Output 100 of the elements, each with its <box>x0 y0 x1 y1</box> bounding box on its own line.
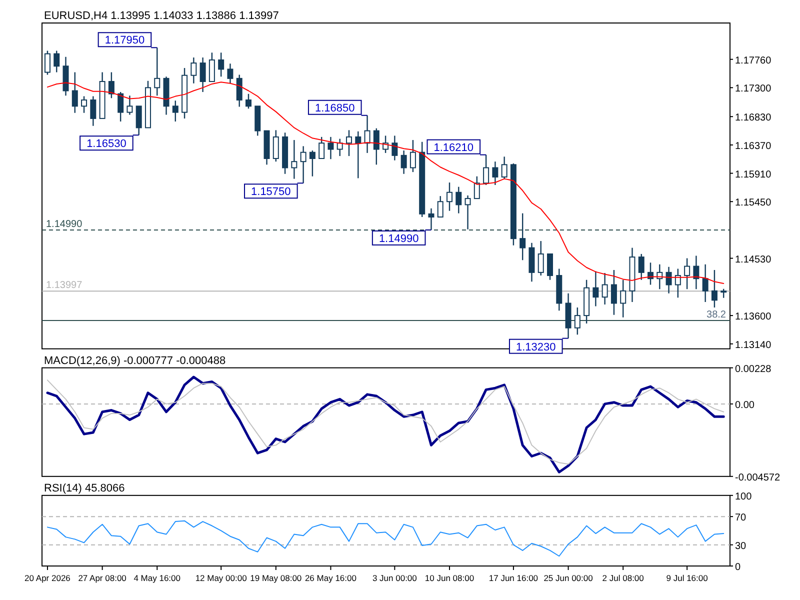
candlestick <box>72 72 78 114</box>
y-tick-label: 1.13140 <box>735 340 772 351</box>
annotation: 1.16850 <box>314 102 355 114</box>
y-tick-label: 1.14530 <box>735 254 772 266</box>
candlestick <box>300 146 306 184</box>
candlestick <box>702 264 708 303</box>
candlestick <box>336 138 343 157</box>
x-tick-label: 4 May 16:00 <box>134 573 181 583</box>
x-tick-label: 17 Jun 16:00 <box>488 573 538 583</box>
candlestick <box>81 96 88 114</box>
candlestick <box>355 130 362 179</box>
candlestick <box>154 47 160 96</box>
candlestick <box>44 50 50 76</box>
x-tick-label: 25 Jun 00:00 <box>544 573 594 583</box>
annotation: 1.17950 <box>104 34 145 47</box>
x-tick-label: 27 Apr 08:00 <box>78 573 127 583</box>
y-tick-label: 1.13600 <box>735 312 772 323</box>
candlestick <box>382 135 389 154</box>
annotation: 1.16530 <box>86 138 126 150</box>
x-tick-label: 12 May 00:00 <box>195 573 248 583</box>
annotation: 1.14990 <box>378 232 419 245</box>
x-tick-label: 26 May 16:00 <box>304 573 357 583</box>
candlestick <box>126 95 133 116</box>
x-tick-label: 9 Jul 16:00 <box>666 573 708 583</box>
candlestick <box>538 240 544 276</box>
candlestick <box>272 130 279 162</box>
candlestick <box>400 150 407 174</box>
candlestick <box>501 156 508 180</box>
x-tick-label: 2 Jul 08:00 <box>602 573 644 583</box>
x-tick-label: 19 May 08:00 <box>250 573 302 583</box>
candlestick <box>483 154 490 186</box>
candlestick <box>108 72 114 99</box>
candlestick <box>456 186 462 214</box>
candlestick <box>693 255 700 290</box>
candlestick <box>328 136 334 160</box>
candlestick <box>54 50 60 73</box>
candlestick <box>666 266 672 294</box>
annotation: 1.15750 <box>251 186 291 198</box>
candlestick <box>392 135 398 161</box>
x-tick-label: 20 Apr 2026 <box>24 573 71 583</box>
y-tick-label: 30 <box>735 540 747 552</box>
line-series <box>46 520 724 557</box>
candlestick <box>437 195 444 218</box>
candlestick <box>309 150 316 177</box>
candlestick <box>318 136 325 160</box>
candlestick <box>245 93 252 110</box>
candlestick <box>208 52 215 82</box>
candlestick <box>464 194 471 230</box>
y-tick-label: 100 <box>735 491 752 502</box>
chart-title: RSI(14) 45.8066 <box>44 482 125 494</box>
y-tick-label: 0.00 <box>735 400 755 411</box>
candlestick <box>364 114 370 154</box>
y-tick-label: -0.004572 <box>735 472 780 484</box>
candlestick <box>602 272 608 306</box>
ref-line-label: 1.13997 <box>46 280 83 292</box>
candlestick <box>684 258 690 290</box>
candlestick <box>410 139 416 173</box>
candlestick <box>136 106 142 136</box>
candlestick <box>346 130 352 157</box>
candlestick <box>592 270 599 307</box>
y-tick-label: 1.15450 <box>735 198 772 209</box>
annotation: 38.2 <box>706 309 726 320</box>
candlestick <box>172 100 178 122</box>
candlestick <box>674 268 681 298</box>
x-tick-label: 10 Jun 08:00 <box>424 573 474 583</box>
candlestick <box>547 253 554 280</box>
chart-title: MACD(12,26,9) -0.000777 -0.000488 <box>44 354 226 367</box>
y-tick-label: 0 <box>735 562 741 573</box>
candlestick <box>428 208 434 231</box>
candlestick <box>90 96 96 126</box>
y-tick-label: 1.16370 <box>735 140 772 152</box>
candlestick <box>492 160 498 186</box>
y-tick-label: 1.17760 <box>735 55 772 66</box>
candlestick <box>520 212 526 261</box>
candlestick <box>446 182 452 212</box>
y-tick-label: 0.00228 <box>735 364 772 375</box>
candlestick <box>227 63 234 84</box>
candlestick <box>638 253 644 280</box>
candlestick <box>474 176 480 200</box>
candlestick <box>373 128 380 166</box>
candlestick <box>720 288 727 299</box>
candlestick <box>218 52 224 78</box>
candlestick <box>118 91 124 122</box>
y-tick-label: 70 <box>735 512 747 524</box>
y-tick-label: 1.17300 <box>735 84 772 95</box>
candlestick <box>620 279 626 318</box>
chart-title: EURUSD,H4 1.13995 1.14033 1.13886 1.13997 <box>44 10 279 22</box>
x-tick-label: 3 Jun 00:00 <box>372 573 418 583</box>
annotation: 1.13230 <box>516 341 556 354</box>
y-tick-label: 1.15910 <box>735 169 772 180</box>
candlestick <box>190 56 197 84</box>
annotation: 1.16210 <box>434 142 474 154</box>
ref-line-label: 1.14990 <box>46 218 83 230</box>
y-tick-label: 1.16830 <box>735 112 772 124</box>
candlestick <box>200 56 206 93</box>
candlestick <box>574 306 580 336</box>
candlestick <box>236 74 242 108</box>
candlestick <box>291 139 298 180</box>
candlestick <box>610 269 617 316</box>
candlestick <box>711 269 718 308</box>
